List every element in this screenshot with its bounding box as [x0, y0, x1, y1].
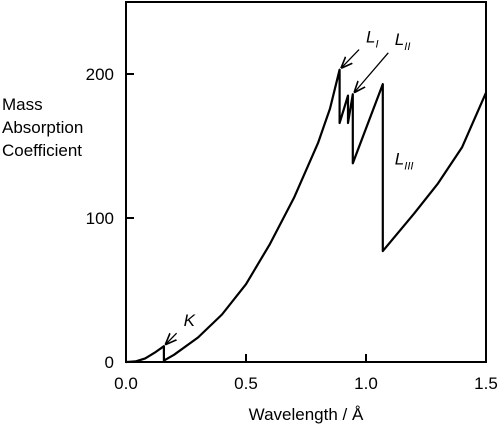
axis-ticks: 0.0 0.5 1.0 1.5 0 100 200	[86, 65, 498, 393]
y-tick-label: 0	[105, 353, 114, 372]
edge-label: LIII	[395, 150, 414, 173]
plot-frame	[125, 1, 487, 363]
x-tick-label: 0.5	[234, 374, 258, 393]
x-tick-label: 1.0	[354, 374, 378, 393]
y-tick-label: 200	[86, 65, 114, 84]
edge-label: K	[184, 311, 196, 330]
y-axis-label-line-3: Coefficient	[2, 141, 82, 160]
x-axis-label: Wavelength / Å	[249, 405, 364, 424]
edge-label: LI	[366, 27, 379, 50]
edge-arrow	[166, 332, 178, 344]
edge-arrow	[355, 52, 389, 92]
y-axis-label-line-2: Absorption	[2, 118, 83, 137]
edge-label: LII	[395, 30, 411, 53]
x-tick-label: 1.5	[474, 374, 498, 393]
y-axis-label-line-1: Mass	[2, 95, 43, 114]
x-tick-label: 0.0	[114, 374, 138, 393]
series-line	[125, 68, 488, 364]
edge-arrow	[342, 49, 360, 68]
edge-annotations: K LI LII LIII	[166, 27, 413, 344]
series-group	[125, 68, 488, 364]
y-tick-label: 100	[86, 209, 114, 228]
